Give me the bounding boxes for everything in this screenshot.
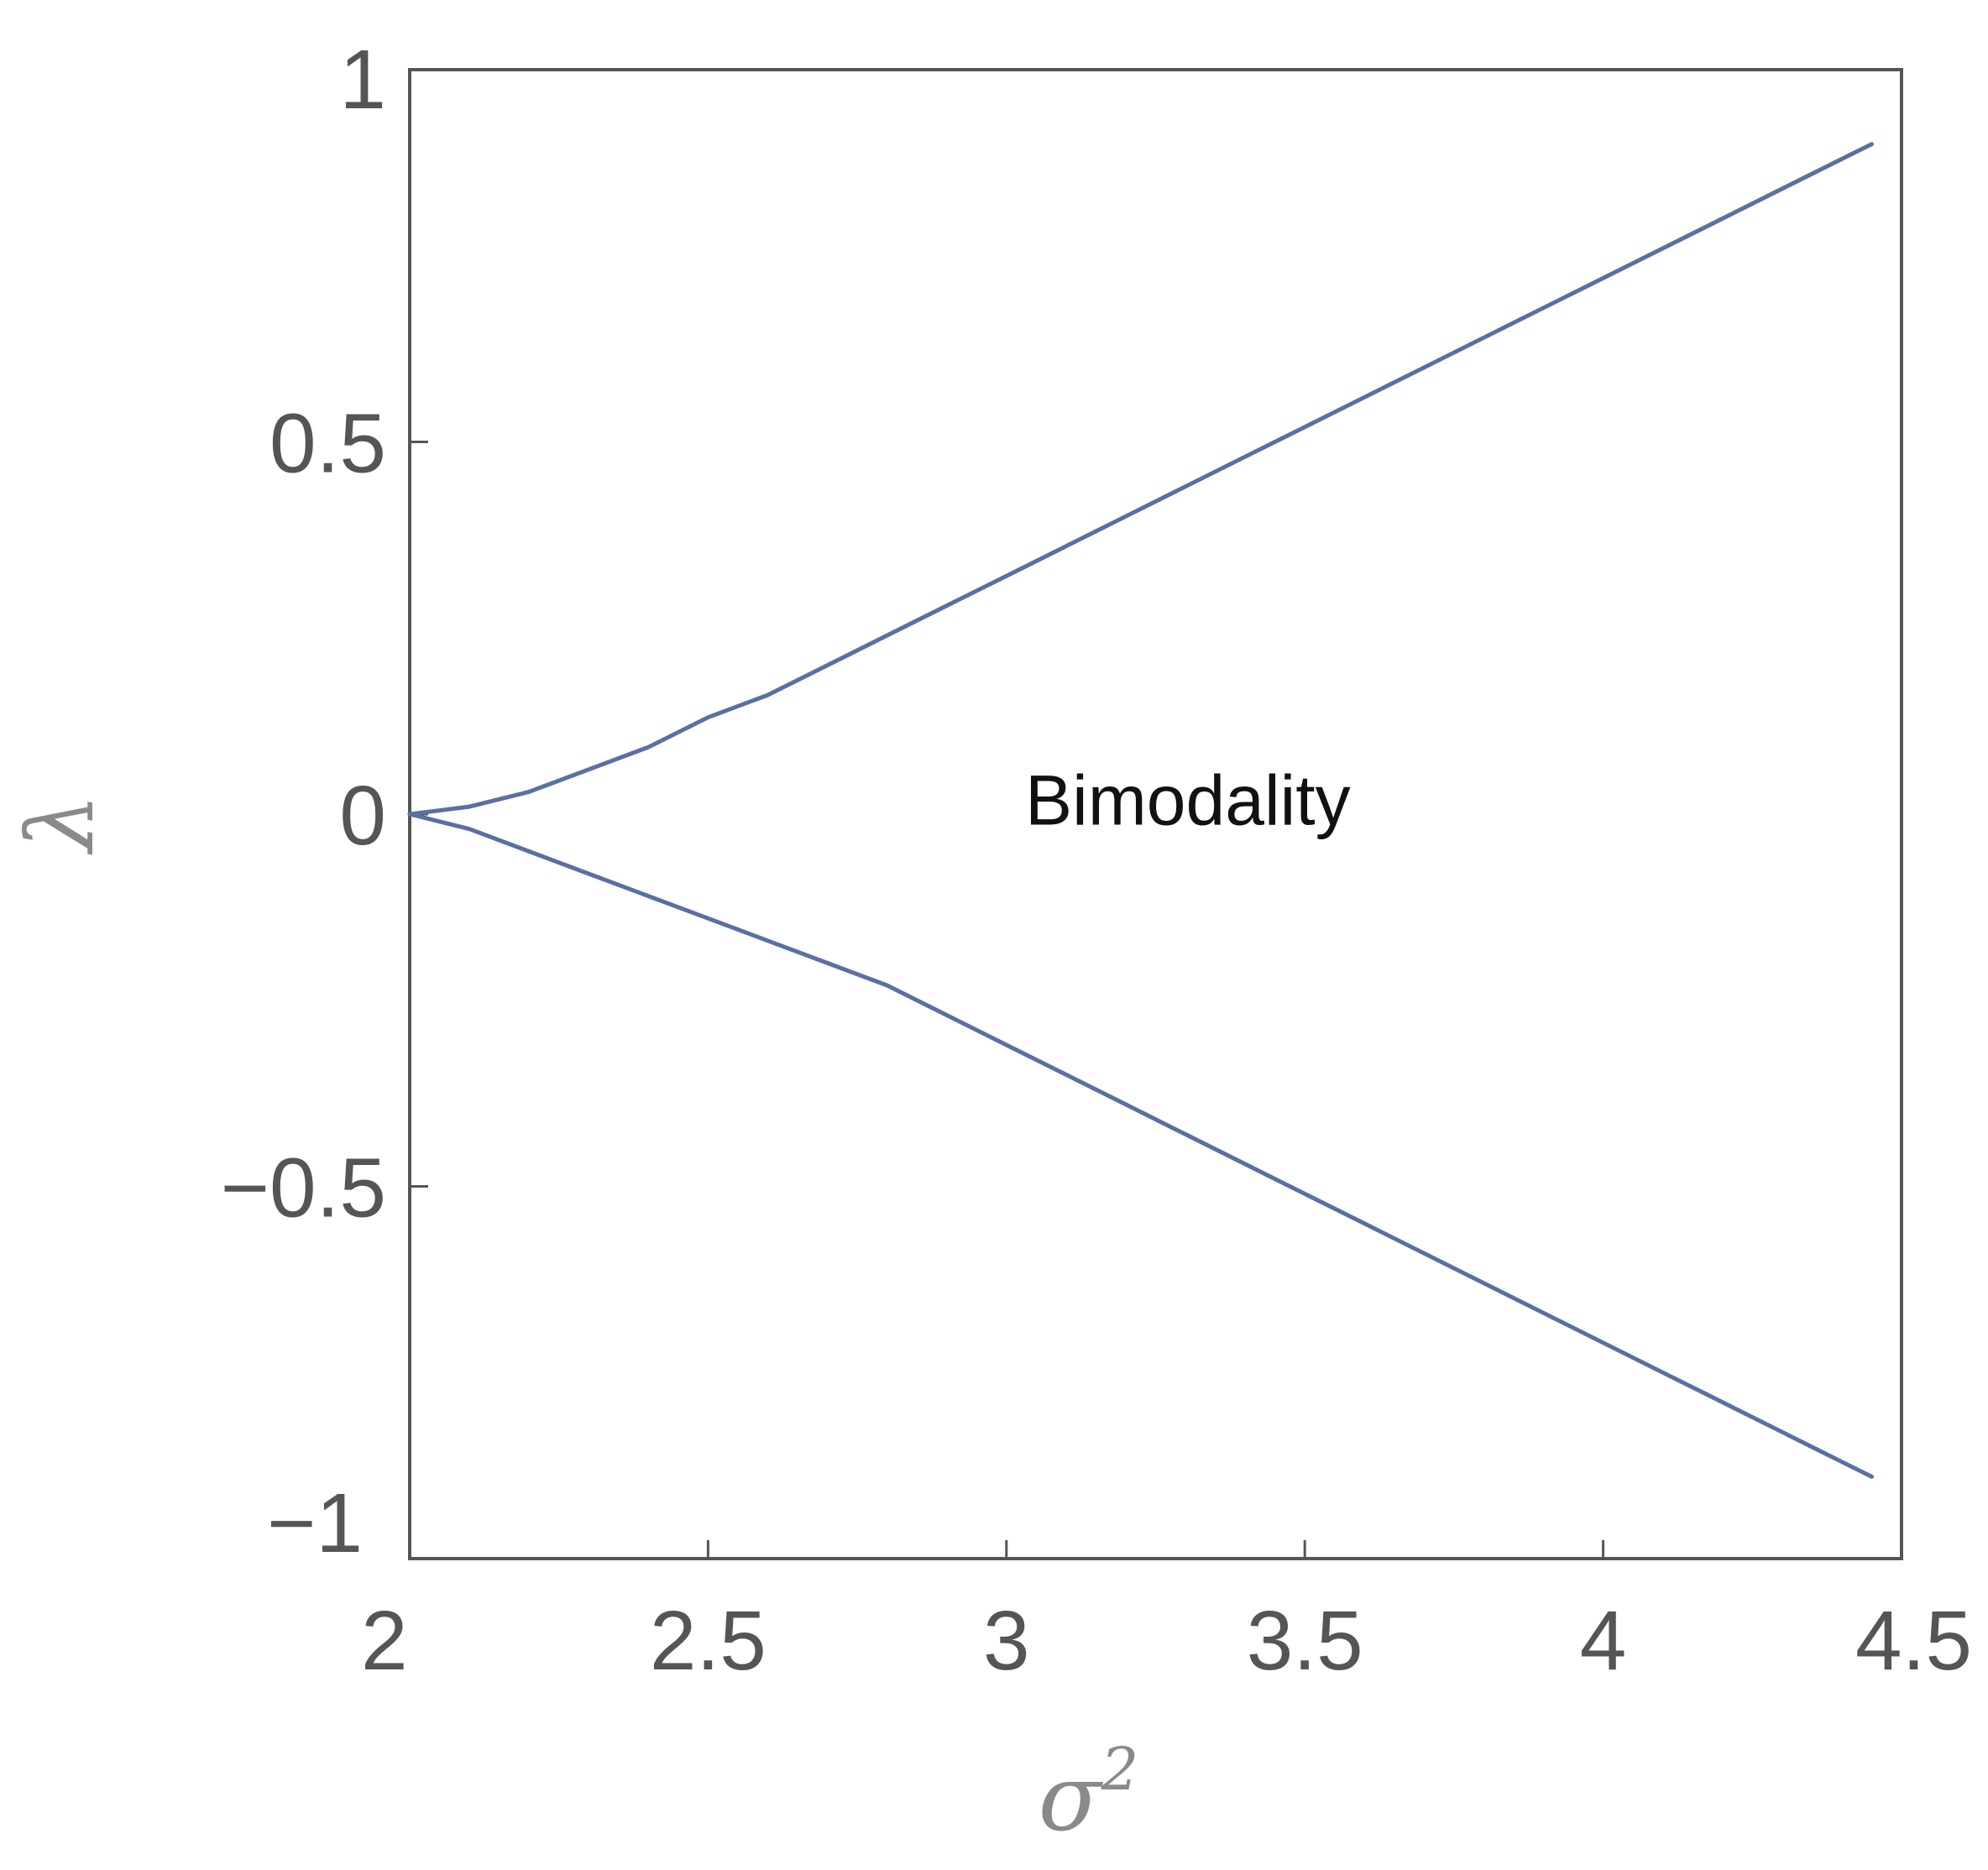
axis-tick-labels: 2 2.5 3 3.5 4 4.5 −1 −0.5 0 0.5 1 [221,33,1972,1688]
annotation-bimodality: Bimodality [1025,760,1350,839]
x-tick-label: 3 [983,1594,1030,1688]
y-tick-label: −0.5 [221,1141,386,1235]
y-tick-label: 1 [339,33,386,127]
x-tick-label: 3.5 [1247,1594,1363,1688]
x-axis-label-superscript: 2 [1101,1735,1139,1804]
x-tick-label: 4 [1580,1594,1627,1688]
x-tick-label: 2.5 [650,1594,766,1688]
x-axis-label: σ2 [1038,1735,1139,1852]
y-axis-label: λ [7,793,114,855]
y-tick-label: −1 [267,1476,363,1570]
y-tick-label: 0.5 [269,397,386,491]
y-tick-label: 0 [339,769,386,863]
x-tick-label: 4.5 [1855,1594,1972,1688]
x-tick-label: 2 [361,1594,408,1688]
series-lines [407,142,1874,1479]
series-line-2 [407,812,1874,1479]
series-line-1 [407,142,1874,817]
